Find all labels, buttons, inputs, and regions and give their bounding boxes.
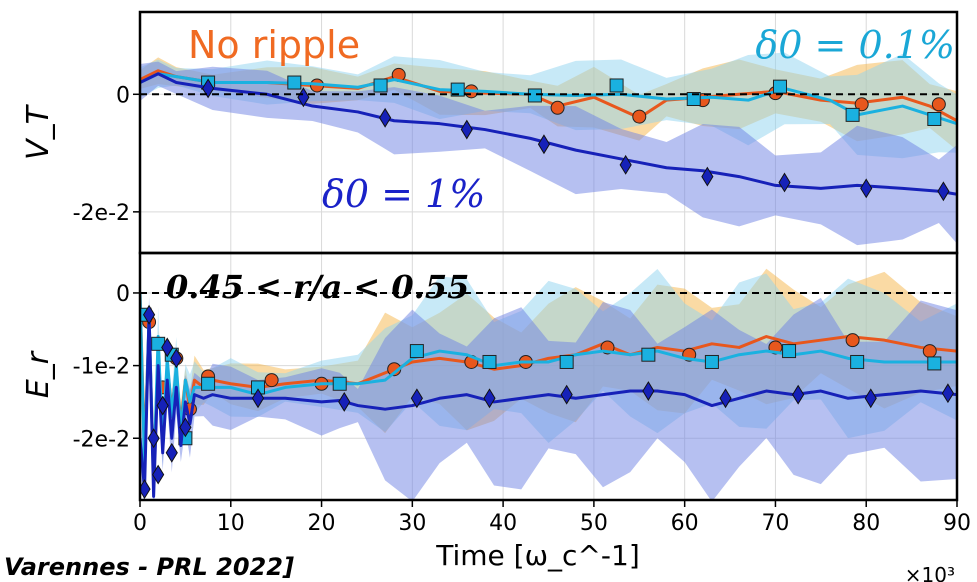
bottom-marker-square (332, 376, 347, 391)
top-marker-diamond (778, 172, 791, 193)
bottom-marker-diamond (864, 388, 877, 409)
top-marker-diamond (537, 134, 551, 155)
bottom-marker-diamond (941, 383, 955, 404)
top-marker-diamond (701, 166, 714, 187)
top-marker-square (373, 78, 388, 93)
bottom-marker-square (927, 356, 942, 371)
bottom-marker-square (201, 376, 216, 391)
top-line-2 (140, 72, 957, 196)
x-tick-label: 80 (852, 511, 880, 536)
top-ylabel: V_T (21, 103, 56, 160)
annotation-no-ripple: No ripple (188, 23, 360, 67)
bottom-marker-circle (922, 344, 937, 359)
top-marker-square (287, 75, 302, 90)
top-band-1 (140, 52, 957, 159)
bottom-ytick-label: 0 (116, 282, 130, 307)
bottom-marker-square (559, 354, 574, 369)
bottom-marker-diamond (156, 395, 169, 416)
annotation-delta-1: δ0 = 1% (322, 172, 485, 216)
bottom-marker-square (782, 344, 797, 359)
x-tick-label: 10 (217, 511, 245, 536)
bottom-marker-diamond (483, 388, 496, 409)
bottom-marker-square (641, 347, 656, 362)
top-marker-circle (632, 109, 647, 124)
bottom-marker-diamond (338, 391, 351, 412)
bottom-marker-diamond (179, 417, 192, 438)
axis-ticks: 0 -2e-2 0 -1e-2 -2e-2 0 10 20 30 40 50 60 70 80 90 (73, 83, 971, 536)
top-ytick-label: -2e-2 (73, 201, 130, 226)
x-tick-label: 40 (489, 511, 517, 536)
bottom-marker-diamond (147, 428, 160, 449)
x-tick-label: 60 (671, 511, 699, 536)
bottom-marker-diamond (161, 337, 174, 358)
bottom-band-2 (140, 296, 957, 500)
top-marker-diamond (860, 178, 873, 199)
top-marker-diamond (379, 107, 392, 128)
bottom-marker-diamond (719, 388, 732, 409)
citation-text: Varennes - PRL 2022] (4, 553, 294, 581)
bottom-marker-diamond (251, 388, 265, 409)
bottom-marker-diamond (792, 384, 805, 405)
x-multiplier: ×10³ (905, 563, 955, 582)
bottom-marker-square (409, 344, 424, 359)
top-band-2 (140, 61, 957, 246)
bottom-ylabel: E_r (21, 350, 56, 398)
bottom-axes-frame (138, 251, 959, 502)
top-marker-square (845, 107, 860, 122)
bottom-marker-square (482, 354, 497, 369)
bottom-marker-circle (264, 373, 279, 388)
bottom-marker-diamond (152, 464, 165, 485)
bottom-marker-square (850, 354, 865, 369)
bottom-ytick-label: -1e-2 (73, 355, 130, 380)
top-plot-area (140, 52, 957, 246)
axes-frames (138, 10, 959, 502)
bottom-line-1 (140, 292, 957, 484)
bottom-line-2 (140, 313, 957, 498)
top-marker-square (686, 91, 701, 106)
bottom-marker-diamond (560, 384, 573, 405)
bottom-marker-square (704, 354, 719, 369)
top-marker-circle (931, 97, 946, 112)
top-ytick-label: 0 (116, 83, 130, 108)
top-marker-circle (550, 100, 565, 115)
x-tick-label: 30 (398, 511, 426, 536)
top-marker-square (772, 79, 787, 94)
top-marker-diamond (619, 154, 632, 175)
bottom-marker-diamond (410, 388, 423, 409)
bottom-marker-diamond (165, 442, 178, 463)
x-tick-label: 70 (761, 511, 789, 536)
bottom-ytick-label: -2e-2 (73, 427, 130, 452)
top-marker-circle (854, 97, 869, 112)
bottom-plot-area (140, 264, 957, 500)
bottom-marker-diamond (642, 381, 655, 401)
x-tick-label: 20 (308, 511, 336, 536)
x-tick-label: 90 (943, 511, 971, 536)
top-marker-square (450, 82, 465, 97)
top-marker-diamond (937, 181, 950, 202)
top-marker-square (609, 78, 624, 93)
top-marker-diamond (201, 78, 215, 99)
x-tick-label: 50 (580, 511, 608, 536)
annotation-radial-range: 0.45 < r/a < 0.55 (166, 268, 469, 306)
top-marker-diamond (460, 119, 473, 140)
bottom-marker-diamond (142, 304, 156, 325)
top-marker-square (927, 111, 942, 126)
x-axis-label: Time [ω_c^-1] (435, 539, 640, 572)
top-marker-square (527, 88, 542, 103)
bottom-marker-circle (845, 333, 860, 348)
bottom-marker-diamond (170, 348, 183, 369)
x-tick-label: 0 (133, 511, 147, 536)
annotation-delta-0-1: δ0 = 0.1% (755, 23, 955, 67)
